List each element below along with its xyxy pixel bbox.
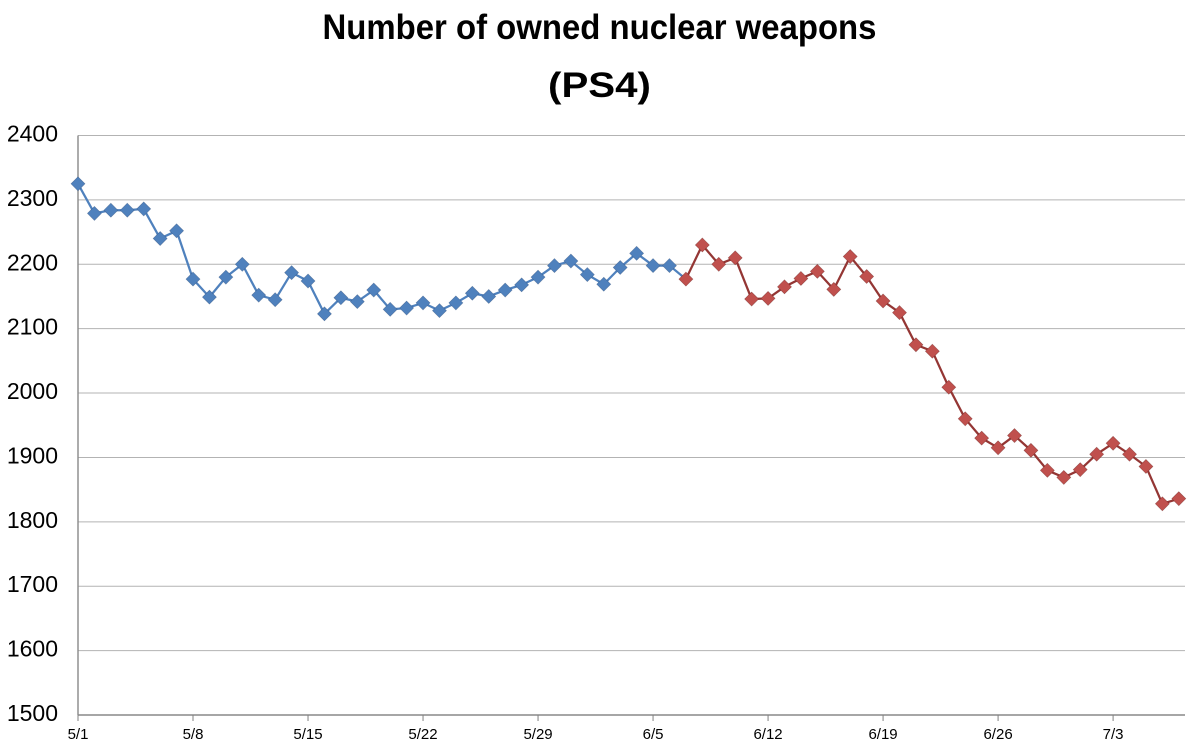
svg-text:1600: 1600 bbox=[7, 636, 58, 662]
svg-text:2100: 2100 bbox=[7, 314, 58, 340]
svg-text:1500: 1500 bbox=[7, 700, 58, 726]
svg-text:5/8: 5/8 bbox=[183, 726, 204, 743]
svg-text:1900: 1900 bbox=[7, 442, 58, 468]
svg-text:2200: 2200 bbox=[7, 249, 58, 275]
svg-text:5/22: 5/22 bbox=[408, 726, 437, 743]
svg-text:6/19: 6/19 bbox=[868, 726, 897, 743]
svg-text:6/26: 6/26 bbox=[983, 726, 1012, 743]
svg-text:1700: 1700 bbox=[7, 571, 58, 597]
svg-text:6/12: 6/12 bbox=[753, 726, 782, 743]
svg-text:6/5: 6/5 bbox=[643, 726, 664, 743]
svg-text:7/3: 7/3 bbox=[1103, 726, 1124, 743]
svg-text:1800: 1800 bbox=[7, 507, 58, 533]
svg-text:5/29: 5/29 bbox=[523, 726, 552, 743]
svg-text:2000: 2000 bbox=[7, 378, 58, 404]
svg-text:5/15: 5/15 bbox=[293, 726, 322, 743]
svg-text:2400: 2400 bbox=[7, 121, 58, 147]
svg-text:2300: 2300 bbox=[7, 185, 58, 211]
svg-text:5/1: 5/1 bbox=[68, 726, 89, 743]
